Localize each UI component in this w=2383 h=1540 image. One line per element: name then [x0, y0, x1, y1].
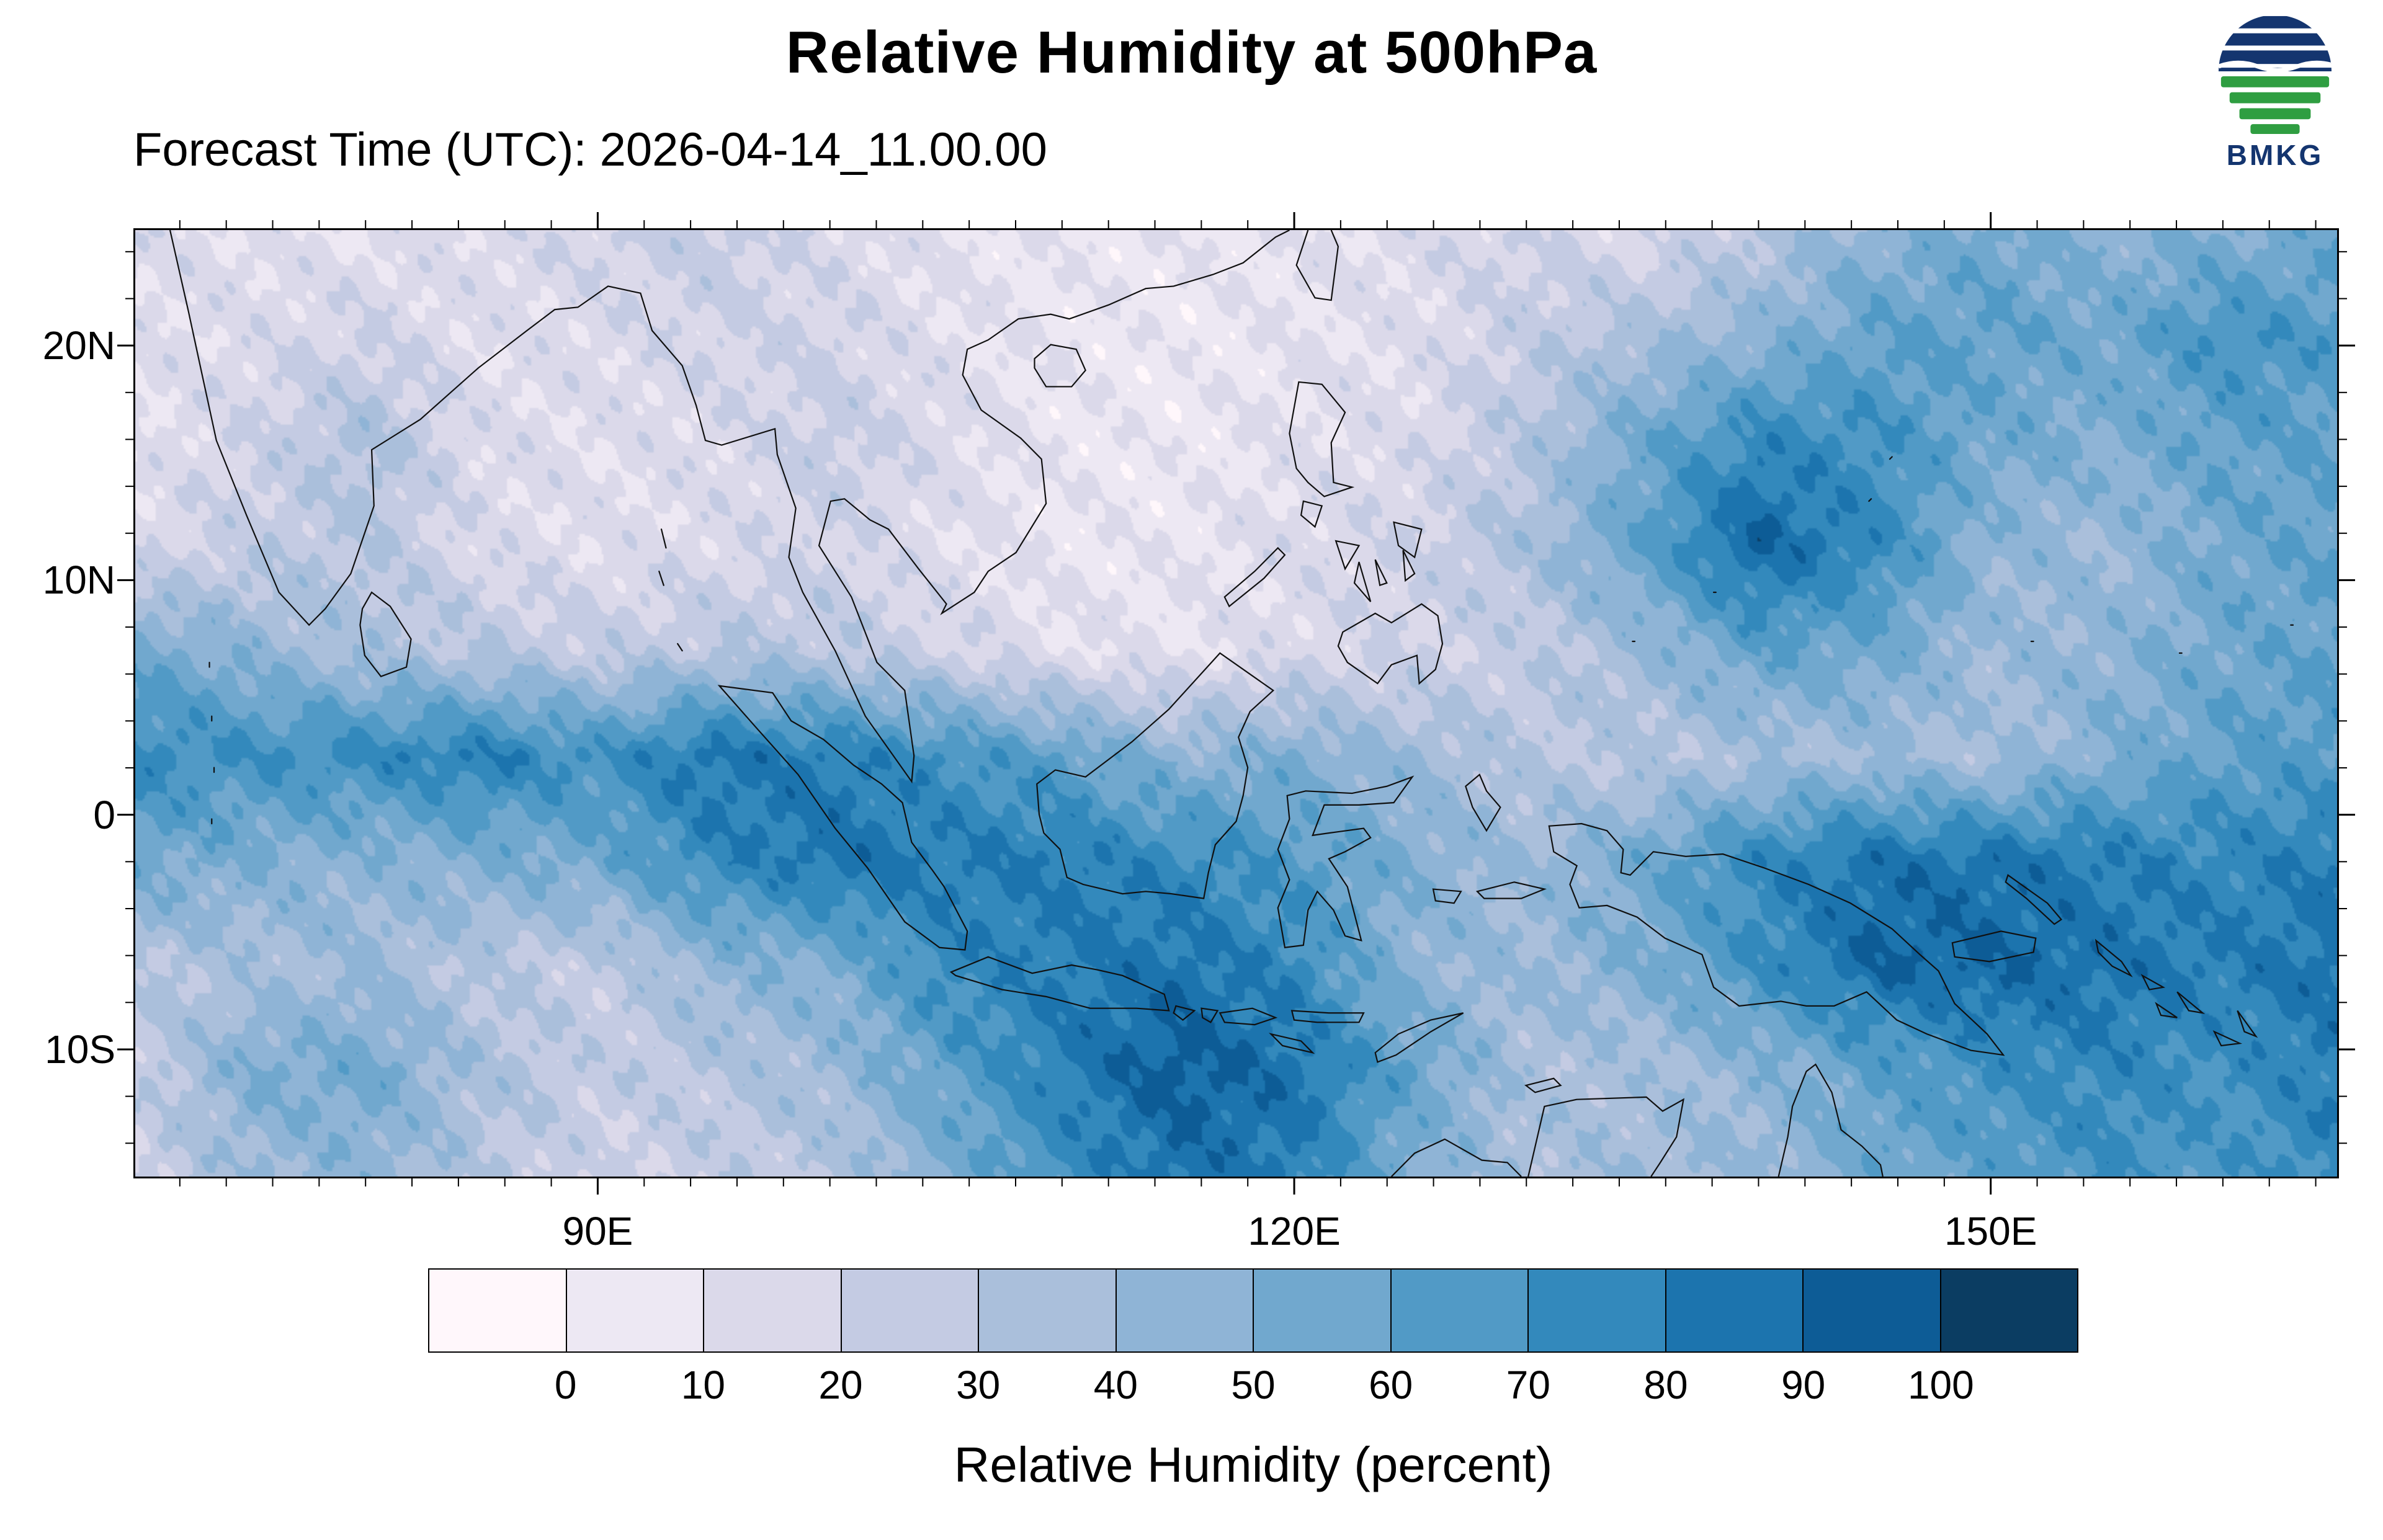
bmkg-logo-icon: [2218, 16, 2332, 135]
colorbar-tick-label: 100: [1907, 1363, 1974, 1407]
lon-label: 120E: [1248, 1209, 1341, 1253]
forecast-time: Forecast Time (UTC): 2026-04-14_11.00.00: [133, 123, 1047, 176]
coastline-indonesia: [719, 653, 1544, 1062]
colorbar-cell: [704, 1270, 842, 1351]
colorbar-cell: [841, 1270, 979, 1351]
lon-label: 90E: [562, 1209, 633, 1253]
colorbar-cell: [1116, 1270, 1254, 1351]
coastline-australia: [1392, 1064, 1883, 1177]
coastline-small-islands: [210, 456, 2293, 824]
colorbar-cell: [979, 1270, 1117, 1351]
colorbar-tick-label: 10: [681, 1363, 725, 1407]
page-title: Relative Humidity at 500hPa: [785, 19, 1598, 86]
coastline-philippines: [1225, 382, 1442, 683]
lat-label: 0: [93, 792, 115, 837]
colorbar-cell: [1529, 1270, 1666, 1351]
lon-label: 150E: [1944, 1209, 2037, 1253]
colorbar-tick-label: 70: [1506, 1363, 1550, 1407]
colorbar: [428, 1268, 2078, 1353]
colorbar-tick-label: 80: [1643, 1363, 1688, 1407]
colorbar-cell: [1804, 1270, 1941, 1351]
lat-label: 10S: [45, 1026, 115, 1072]
colorbar-cell: [1666, 1270, 1804, 1351]
colorbar-tick-label: 30: [956, 1363, 1001, 1407]
colorbar-cell: [1391, 1270, 1529, 1351]
colorbar-tick-label: 90: [1781, 1363, 1826, 1407]
colorbar-tick-label: 20: [818, 1363, 863, 1407]
coastline-newguinea: [1549, 824, 2256, 1055]
lat-label: 10N: [42, 558, 115, 603]
colorbar-cell: [1254, 1270, 1392, 1351]
map-plot: [133, 228, 2339, 1178]
bmkg-logo-text: BMKG: [2226, 139, 2324, 171]
colorbar-cell: [429, 1270, 567, 1351]
bmkg-logo: BMKG: [2203, 12, 2347, 172]
colorbar-cell: [1941, 1270, 2077, 1351]
colorbar-cell: [566, 1270, 704, 1351]
colorbar-tick-label: 40: [1093, 1363, 1138, 1407]
colorbar-title: Relative Humidity (percent): [954, 1437, 1553, 1492]
coastlines-svg: [135, 230, 2337, 1177]
colorbar-tick-label: 60: [1369, 1363, 1413, 1407]
colorbar-tick-label: 0: [554, 1363, 577, 1407]
coastline-asia: [170, 230, 1338, 781]
colorbar-tick-label: 50: [1231, 1363, 1276, 1407]
lat-label: 20N: [42, 323, 115, 368]
